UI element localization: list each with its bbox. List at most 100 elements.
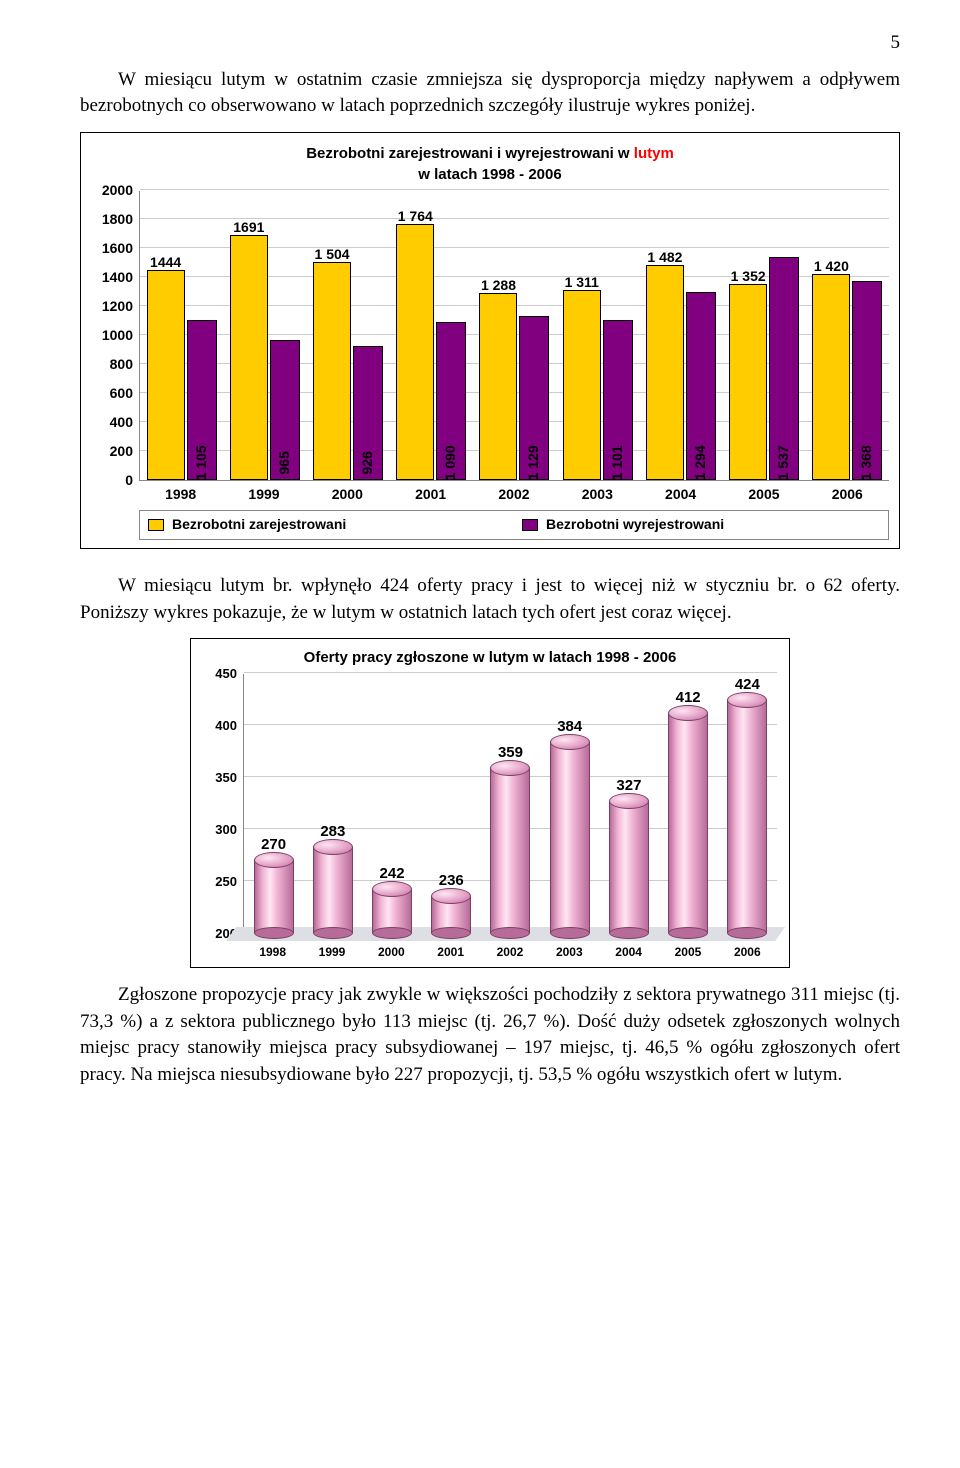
chart2-bar-label: 384 bbox=[557, 716, 582, 737]
chart1-group: 1 504 926 bbox=[306, 191, 389, 480]
body-paragraph-3: Zgłoszone propozycje pracy jak zwykle w … bbox=[80, 982, 900, 1088]
chart1-bar-reg: 1444 bbox=[147, 270, 185, 479]
chart1-bar-reg: 1 482 bbox=[646, 265, 684, 480]
chart1-bar-reg: 1 352 bbox=[729, 284, 767, 480]
chart2-ytick: 350 bbox=[215, 769, 237, 787]
chart1-bar-label: 1 352 bbox=[731, 267, 766, 287]
chart1-xtick: 2000 bbox=[306, 481, 389, 505]
chart1-title-highlight: lutym bbox=[634, 145, 674, 162]
chart1-xtick: 1999 bbox=[222, 481, 305, 505]
chart2-xtick: 2006 bbox=[718, 944, 777, 961]
chart2-xtick: 2001 bbox=[421, 944, 480, 961]
chart1-xtick: 2005 bbox=[722, 481, 805, 505]
chart2-xtick: 2005 bbox=[658, 944, 717, 961]
chart1-bar-label: 1 288 bbox=[481, 276, 516, 296]
chart1-bar-label: 1 537 bbox=[774, 445, 794, 480]
chart1-bar-label: 1 311 bbox=[565, 273, 599, 293]
chart1-bar-label: 1 482 bbox=[647, 248, 682, 268]
chart2-xtick: 2003 bbox=[540, 944, 599, 961]
chart1-ytick: 2000 bbox=[102, 181, 133, 201]
chart1-bar-wyr: 1 368 bbox=[852, 281, 882, 479]
chart1-title-line2: w latach 1998 - 2006 bbox=[418, 166, 561, 183]
chart2-column: 359 bbox=[481, 674, 540, 933]
chart2-ytick: 300 bbox=[215, 821, 237, 839]
chart1-bar-label: 1 129 bbox=[525, 445, 545, 480]
chart2-xtick: 1998 bbox=[243, 944, 302, 961]
chart1-legend-reg-label: Bezrobotni zarejestrowani bbox=[172, 515, 346, 535]
chart1-bar-reg: 1691 bbox=[230, 235, 268, 480]
chart2-ytick: 400 bbox=[215, 717, 237, 735]
chart1-ytick: 1200 bbox=[102, 297, 133, 317]
chart1-bar-wyr: 1 090 bbox=[436, 322, 466, 480]
body-paragraph-1: W miesiącu lutym w ostatnim czasie zmnie… bbox=[80, 67, 900, 120]
chart1-ytick: 200 bbox=[110, 442, 133, 462]
chart1-group: 1 764 1 090 bbox=[390, 191, 473, 480]
chart1-bar-label: 1 764 bbox=[398, 207, 433, 227]
chart2-y-axis: 200250300350400450 bbox=[203, 674, 243, 934]
chart-bezrobotni: Bezrobotni zarejestrowani i wyrejestrowa… bbox=[80, 132, 900, 549]
chart1-bar-wyr: 926 bbox=[353, 346, 383, 480]
chart2-bar: 327 bbox=[609, 801, 649, 933]
chart1-ytick: 600 bbox=[110, 384, 133, 404]
chart1-bar-label: 1444 bbox=[150, 253, 181, 273]
chart1-bar-label: 1 090 bbox=[441, 445, 461, 480]
chart1-ytick: 1400 bbox=[102, 268, 133, 288]
chart2-ytick: 450 bbox=[215, 665, 237, 683]
chart2-bar: 412 bbox=[668, 713, 708, 933]
chart1-ytick: 0 bbox=[125, 471, 133, 491]
chart1-xtick: 1998 bbox=[139, 481, 222, 505]
chart2-column: 283 bbox=[303, 674, 362, 933]
chart2-plot-area: 270 283 242 236 359 384 327 412 424 bbox=[243, 674, 777, 934]
chart1-title-prefix: Bezrobotni zarejestrowani i wyrejestrowa… bbox=[306, 145, 634, 162]
chart1-group: 1 352 1 537 bbox=[723, 191, 806, 480]
chart1-group: 1 3111 101 bbox=[556, 191, 639, 480]
chart2-xtick: 2004 bbox=[599, 944, 658, 961]
chart1-bar-label: 1 294 bbox=[691, 445, 711, 480]
chart1-group: 1 420 1 368 bbox=[806, 191, 889, 480]
chart1-bar-label: 1691 bbox=[233, 218, 264, 238]
chart1-bar-wyr: 1 129 bbox=[519, 316, 549, 480]
chart2-bar: 270 bbox=[254, 860, 294, 933]
chart1-bar-label: 1 504 bbox=[315, 245, 350, 265]
chart1-ytick: 1800 bbox=[102, 210, 133, 230]
chart1-title: Bezrobotni zarejestrowani i wyrejestrowa… bbox=[91, 143, 889, 185]
chart1-bar-reg: 1 764 bbox=[396, 224, 434, 480]
chart1-ytick: 1000 bbox=[102, 326, 133, 346]
chart2-bar-label: 242 bbox=[380, 863, 405, 884]
chart2-bar-label: 359 bbox=[498, 742, 523, 763]
chart2-bar-label: 236 bbox=[439, 870, 464, 891]
chart1-bar-label: 1 105 bbox=[192, 445, 212, 480]
chart1-legend: Bezrobotni zarejestrowani Bezrobotni wyr… bbox=[139, 510, 889, 540]
chart1-xtick: 2003 bbox=[556, 481, 639, 505]
chart2-bar-label: 412 bbox=[676, 687, 701, 708]
chart2-column: 424 bbox=[718, 674, 777, 933]
chart1-bar-label: 926 bbox=[358, 451, 378, 474]
chart-oferty: Oferty pracy zgłoszone w lutym w latach … bbox=[190, 638, 790, 968]
chart2-column: 412 bbox=[659, 674, 718, 933]
chart2-bar-label: 283 bbox=[320, 821, 345, 842]
chart2-bar: 384 bbox=[550, 742, 590, 933]
chart2-bar-label: 327 bbox=[616, 775, 641, 796]
chart1-xtick: 2004 bbox=[639, 481, 722, 505]
chart1-bar-wyr: 1 537 bbox=[769, 257, 799, 480]
chart1-legend-reg: Bezrobotni zarejestrowani bbox=[140, 511, 514, 539]
chart2-bar: 424 bbox=[727, 700, 767, 933]
chart2-column: 327 bbox=[599, 674, 658, 933]
chart1-bar-reg: 1 311 bbox=[563, 290, 601, 480]
chart2-column: 236 bbox=[422, 674, 481, 933]
chart2-bar: 236 bbox=[431, 896, 471, 933]
chart2-xtick: 2000 bbox=[362, 944, 421, 961]
chart2-column: 384 bbox=[540, 674, 599, 933]
page-number: 5 bbox=[80, 30, 900, 57]
chart1-bar-label: 1 420 bbox=[814, 257, 849, 277]
chart1-bar-label: 965 bbox=[275, 451, 295, 474]
chart1-bar-wyr: 965 bbox=[270, 340, 300, 480]
chart2-title: Oferty pracy zgłoszone w lutym w latach … bbox=[203, 647, 777, 668]
chart1-bar-label: 1 368 bbox=[858, 445, 878, 480]
chart1-ytick: 400 bbox=[110, 413, 133, 433]
chart1-ytick: 800 bbox=[110, 355, 133, 375]
chart2-column: 270 bbox=[244, 674, 303, 933]
chart1-ytick: 1600 bbox=[102, 239, 133, 259]
chart2-bar-label: 270 bbox=[261, 834, 286, 855]
chart1-xtick: 2002 bbox=[472, 481, 555, 505]
